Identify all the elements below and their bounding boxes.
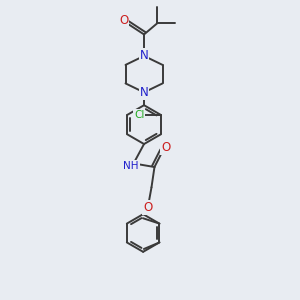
Text: N: N: [140, 86, 148, 99]
Text: N: N: [140, 50, 148, 62]
Text: O: O: [119, 14, 128, 27]
Text: Cl: Cl: [134, 110, 145, 120]
Text: O: O: [143, 201, 152, 214]
Text: NH: NH: [123, 160, 139, 170]
Text: O: O: [161, 141, 170, 154]
